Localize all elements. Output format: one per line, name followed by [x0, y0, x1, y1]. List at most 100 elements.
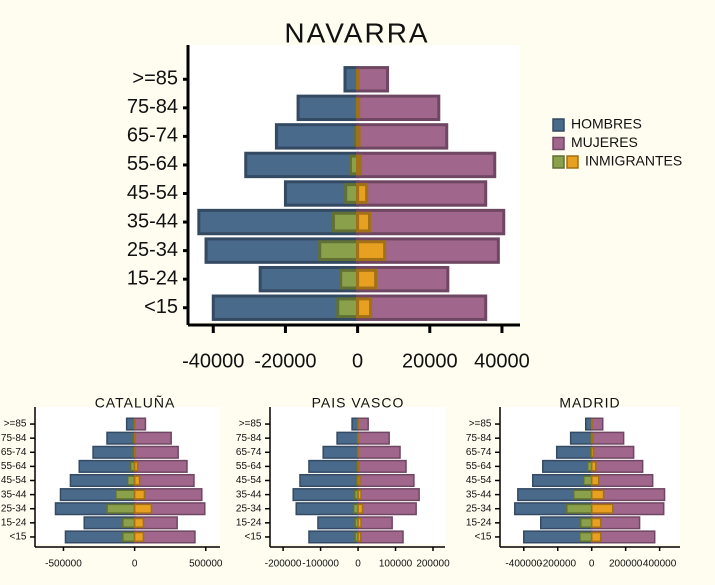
immigrant-bar [582, 475, 593, 486]
bar [590, 473, 654, 488]
immigrant-bar [579, 517, 593, 528]
x-tick-label: 0 [589, 559, 595, 570]
category-label: 75-84 [466, 433, 492, 444]
category-label: 15-24 [127, 267, 178, 289]
immigrant-bar [133, 531, 145, 543]
bar [356, 66, 390, 93]
immigrant-bar [133, 461, 139, 472]
category-label: 25-34 [466, 503, 492, 514]
x-tick-label: -500000 [45, 559, 82, 570]
category-label: 75-84 [127, 96, 178, 118]
category-label: 75-84 [1, 433, 27, 444]
immigrant-bar [126, 475, 136, 486]
bar [357, 417, 369, 431]
category-label: 45-54 [127, 182, 178, 204]
bar [357, 445, 401, 459]
category-label: >=85 [4, 419, 27, 430]
bar [569, 431, 593, 445]
legend-swatch [552, 155, 565, 169]
immigrant-bar [357, 475, 361, 486]
bar [356, 294, 488, 321]
x-tick-label: -200000 [265, 559, 302, 570]
legend-swatch [552, 136, 565, 151]
bar [357, 431, 390, 445]
immigrant-bar [356, 183, 369, 204]
immigrant-bar [590, 447, 595, 458]
immigrant-bar [579, 531, 593, 543]
legend-label: HOMBRES [571, 116, 642, 132]
category-label: 55-64 [466, 461, 492, 472]
bar [356, 123, 449, 150]
category-label: 75-84 [236, 433, 262, 444]
immigrant-bar [133, 475, 141, 486]
bar [357, 516, 393, 530]
chart-title: CATALUÑA [95, 395, 176, 411]
chart-title: PAIS VASCO [312, 395, 405, 411]
immigrant-bar [590, 461, 597, 472]
bar [69, 473, 136, 488]
category-label: <15 [144, 296, 178, 318]
immigrant-bar [590, 489, 605, 500]
x-tick-label: 200000 [416, 559, 450, 570]
immigrant-bar [356, 211, 372, 233]
category-label: 35-44 [1, 489, 27, 500]
immigrant-bar [133, 503, 153, 514]
immigrant-bar [565, 503, 593, 514]
category-label: 45-54 [466, 475, 492, 486]
bar [356, 208, 506, 236]
immigrant-bar [357, 531, 362, 543]
x-tick-label: -200000 [539, 559, 576, 570]
legend-swatch [566, 155, 579, 169]
category-label: 25-34 [1, 503, 27, 514]
immigrant-bar [572, 489, 593, 500]
bar [357, 459, 407, 473]
chart-title: MADRID [559, 395, 620, 411]
category-label: 35-44 [127, 210, 178, 232]
bar [532, 473, 593, 488]
category-label: 25-34 [127, 239, 178, 261]
bar [356, 180, 488, 207]
immigrant-bar [106, 503, 136, 514]
bar [357, 502, 417, 516]
chart-title: NAVARRA [284, 17, 429, 48]
category-label: <15 [475, 532, 492, 543]
category-label: 25-34 [236, 503, 262, 514]
bar [308, 459, 359, 473]
immigrant-bar [356, 154, 362, 176]
immigrant-bar [357, 517, 362, 528]
immigrant-bar [331, 211, 360, 233]
bar [356, 94, 441, 122]
category-label: 65-74 [127, 125, 178, 147]
x-tick-label: 40000 [474, 350, 530, 372]
immigrant-bar [590, 517, 602, 528]
bar [356, 151, 497, 179]
x-tick-label: 0 [132, 559, 138, 570]
immigrant-bar [357, 489, 362, 500]
bar [590, 417, 604, 431]
immigrant-bar [590, 475, 600, 486]
immigrant-bar [356, 268, 378, 290]
category-label: 35-44 [466, 489, 492, 500]
bar [133, 445, 179, 459]
x-tick-label: 0 [352, 350, 363, 372]
category-label: 65-74 [466, 447, 492, 458]
category-label: 15-24 [1, 517, 27, 528]
category-label: 35-44 [236, 489, 262, 500]
bar [211, 294, 360, 321]
bar [133, 459, 188, 473]
category-label: >=85 [239, 419, 262, 430]
x-tick-label: -40000 [182, 350, 244, 372]
immigrant-bar [590, 433, 594, 444]
immigrant-bar [122, 517, 136, 528]
immigrant-bar [133, 517, 145, 528]
bar [106, 431, 136, 445]
immigrant-bar [344, 183, 360, 204]
immigrant-bar [356, 297, 373, 319]
bar [133, 417, 147, 431]
bar [295, 502, 359, 516]
bar [274, 123, 360, 150]
category-label: 65-74 [236, 447, 262, 458]
immigrant-bar [590, 503, 614, 514]
